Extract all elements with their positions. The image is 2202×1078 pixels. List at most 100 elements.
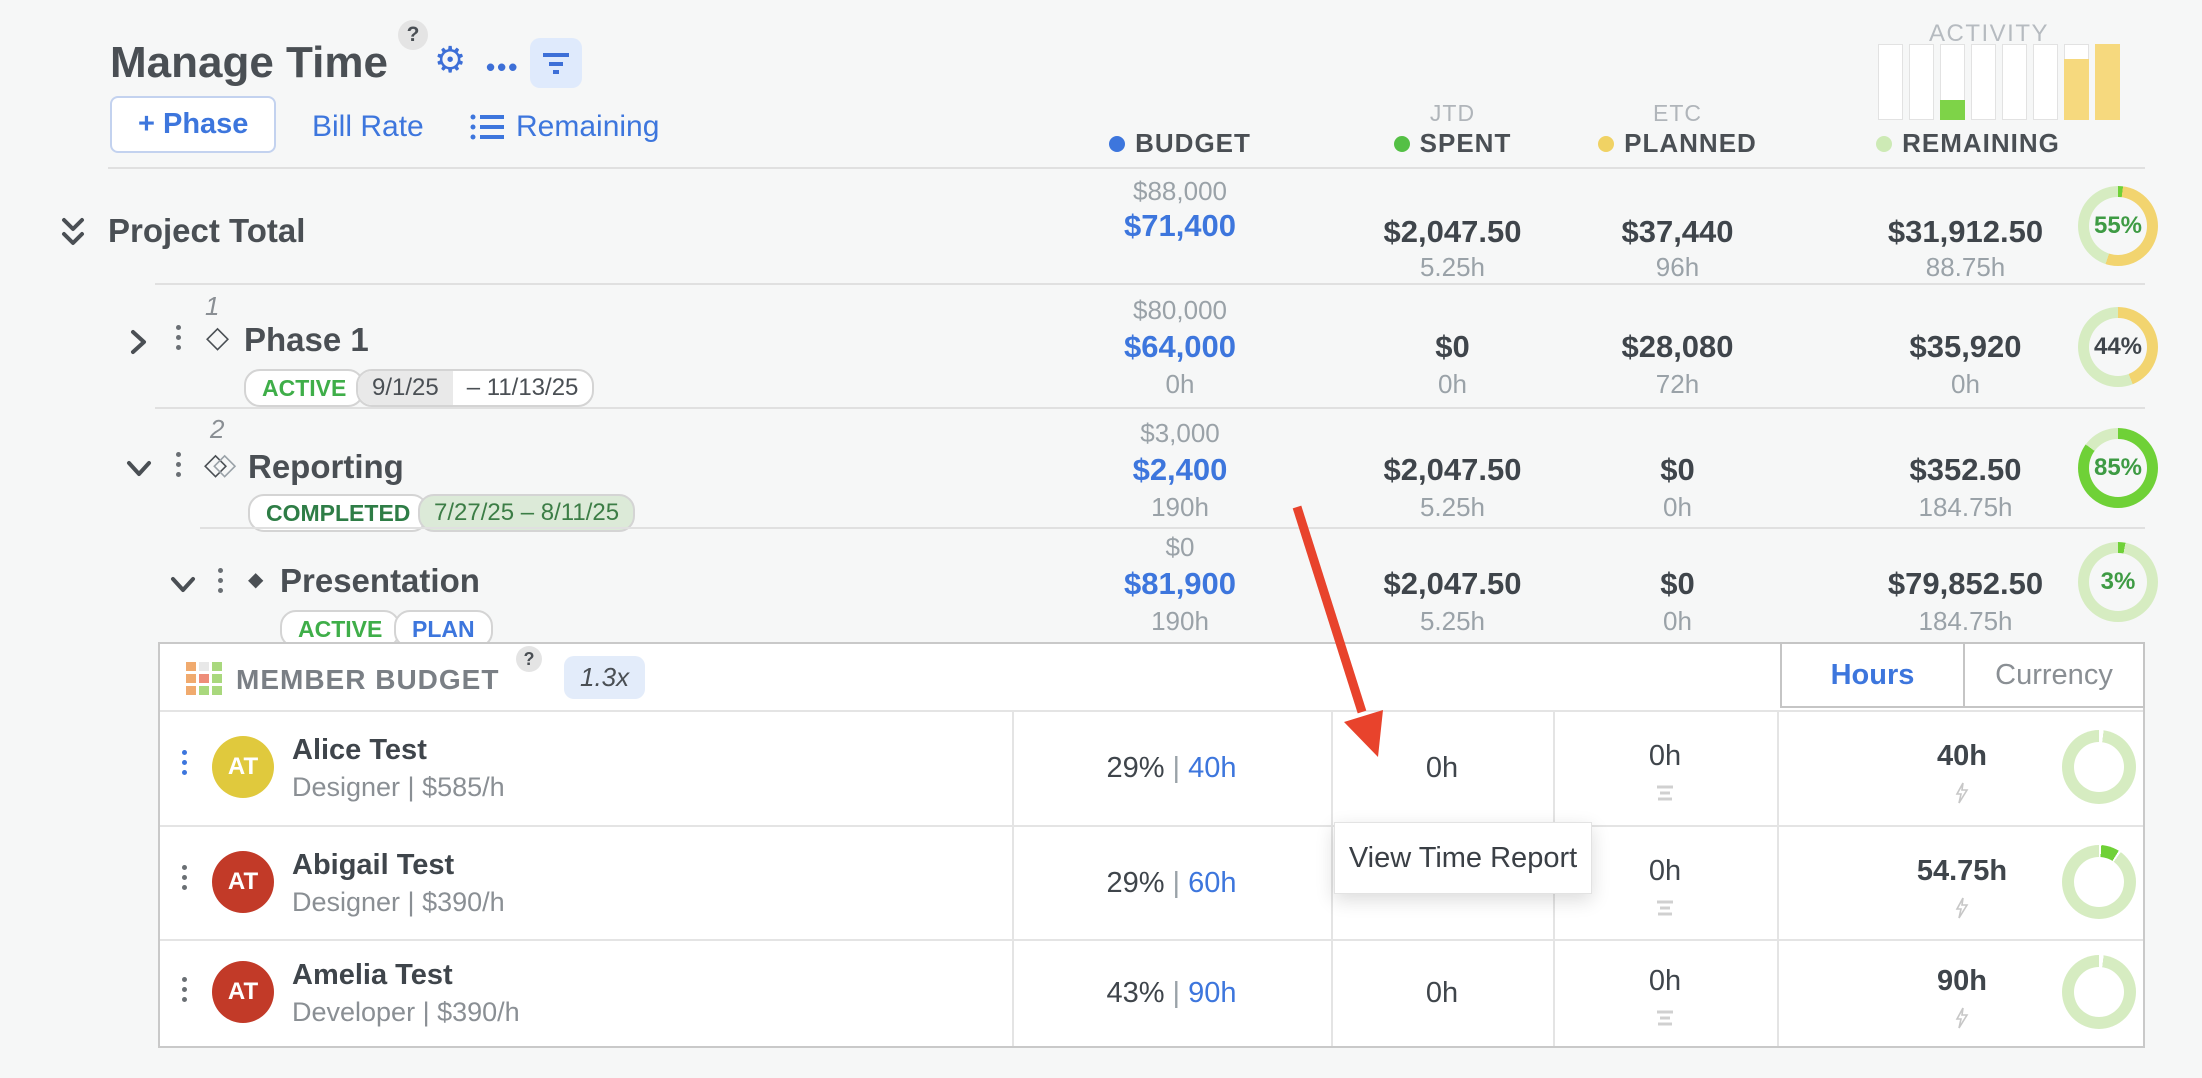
divider [155, 283, 2145, 285]
remaining-donut [2062, 845, 2136, 919]
project-total-label: Project Total [108, 212, 306, 249]
phase-menu-kebab-icon[interactable] [218, 568, 223, 593]
filter-button[interactable] [530, 38, 582, 88]
member-menu-kebab-icon[interactable] [182, 865, 187, 890]
allocation-cell: 29% | 60h [1106, 867, 1237, 899]
phase-number: 2 [210, 414, 225, 444]
toggle-currency[interactable]: Currency [1963, 642, 2145, 708]
settings-gear-icon[interactable]: ⚙ [434, 39, 467, 80]
spent-value: $2,047.50 [1383, 214, 1522, 249]
status-badge-completed[interactable]: COMPLETED [248, 494, 429, 532]
member-row: AT Abigail Test Designer | $390/h 29% | 60… [160, 825, 2145, 939]
project-total-row: Project Total $88,000 $71,400 $2,047.50 … [0, 170, 2202, 282]
member-row: AT Amelia Test Developer | $390/h 43% | 90… [160, 939, 2145, 1048]
remaining-label: Remaining [516, 110, 660, 143]
remaining-toggle[interactable]: Remaining [470, 110, 659, 144]
expand-chevron-right-icon[interactable] [126, 329, 150, 360]
spent-hours: 5.25h [1419, 492, 1486, 522]
spent-cell[interactable]: 0h [1425, 977, 1459, 1009]
date-start[interactable]: 9/1/25 [358, 371, 453, 405]
budget-value[interactable]: $81,900 [1123, 566, 1237, 601]
remaining-dot-icon [1876, 135, 1893, 152]
collapse-chevron-down-icon[interactable] [126, 456, 152, 485]
status-badge-active[interactable]: ACTIVE [244, 369, 365, 407]
phase-menu-kebab-icon[interactable] [176, 325, 181, 350]
member-menu-kebab-icon[interactable] [182, 977, 187, 1002]
view-time-report-tooltip[interactable]: View Time Report [1334, 822, 1592, 894]
member-menu-kebab-icon[interactable] [182, 750, 187, 775]
help-icon[interactable]: ? [398, 20, 428, 50]
progress-donut: 55% [2078, 186, 2158, 266]
spent-cell[interactable]: 0h [1425, 752, 1459, 784]
avatar: AT [212, 961, 274, 1023]
date-range-chip[interactable]: 9/1/25 – 11/13/25 [356, 369, 595, 407]
budget-total-value: $0 [1165, 532, 1195, 562]
planned-hours: 72h [1655, 369, 1700, 399]
activity-bar [2002, 44, 2027, 120]
remaining-value: $31,912.50 [1887, 214, 2044, 249]
phase-menu-kebab-icon[interactable] [176, 452, 181, 477]
phase-row-phase1: 1 ◇ Phase 1 ACTIVE 9/1/25 – 11/13/25 $80… [0, 285, 2202, 407]
planned-hours: 0h [1663, 492, 1692, 522]
divider [108, 167, 2145, 169]
spent-value: $2,047.50 [1383, 566, 1522, 601]
remaining-hours: 184.75h [1918, 606, 2013, 636]
allocation-hours-link[interactable]: 90h [1188, 977, 1237, 1009]
divider [160, 939, 2143, 941]
remaining-hours: 0h [1951, 369, 1980, 399]
budget-value[interactable]: $71,400 [1123, 208, 1237, 243]
date-range-chip[interactable]: 7/27/25 – 8/11/25 [418, 494, 636, 532]
collapse-chevron-down-icon[interactable] [170, 572, 196, 601]
planned-cell[interactable]: 0h [1648, 855, 1682, 887]
member-name: Alice Test [292, 734, 427, 766]
help-icon[interactable]: ? [516, 646, 542, 672]
work-item-diamond-icon: ◆ [248, 569, 264, 591]
collapse-all-icon[interactable] [58, 216, 88, 255]
budget-value[interactable]: $64,000 [1123, 329, 1237, 364]
status-badge-active[interactable]: ACTIVE [280, 610, 401, 648]
avatar: AT [212, 851, 274, 913]
lightning-bolt-icon [1837, 897, 2087, 924]
remaining-value: $35,920 [1909, 329, 2022, 364]
planned-hours: 96h [1655, 252, 1700, 282]
progress-donut: 44% [2078, 307, 2158, 387]
planned-cell[interactable]: 0h [1648, 965, 1682, 997]
toggle-hours[interactable]: Hours [1780, 642, 1965, 708]
column-header-budget: BUDGET [1050, 128, 1310, 159]
spent-value: $0 [1435, 329, 1470, 364]
spent-hours: 0h [1438, 369, 1467, 399]
add-phase-button[interactable]: + Phase [110, 96, 277, 153]
phase-row-reporting: 2 ◇◇ Reporting COMPLETED 7/27/25 – 8/11/… [0, 408, 2202, 532]
spent-value: $2,047.50 [1383, 452, 1522, 487]
budget-value[interactable]: $2,400 [1132, 452, 1228, 487]
column-header-spent: SPENT [1330, 128, 1575, 159]
remaining-cell: 40h [1937, 740, 1987, 772]
remaining-donut [2062, 955, 2136, 1029]
status-badge-plan[interactable]: PLAN [394, 610, 493, 648]
planned-value: $0 [1660, 566, 1695, 601]
member-role-rate: Designer | $390/h [292, 887, 505, 917]
filter-icon [543, 53, 569, 74]
bill-rate-link[interactable]: Bill Rate [312, 110, 424, 143]
activity-bar [1971, 44, 1996, 120]
member-budget-title: MEMBER BUDGET [236, 664, 500, 695]
planned-value: $0 [1660, 452, 1695, 487]
budget-total-value: $3,000 [1140, 418, 1220, 448]
phase-row-presentation: ◆ Presentation ACTIVE PLAN $0 $81,900 19… [0, 528, 2202, 648]
allocation-cell: 43% | 90h [1106, 977, 1237, 1009]
date-end[interactable]: – 11/13/25 [466, 374, 579, 401]
member-row: AT Alice Test Designer | $585/h 29% | 40h … [160, 710, 2145, 825]
planned-cell[interactable]: 0h [1648, 740, 1682, 772]
allocation-hours-link[interactable]: 40h [1188, 752, 1237, 784]
multiplier-chip[interactable]: 1.3x [564, 656, 646, 699]
allocation-hours-link[interactable]: 60h [1188, 867, 1237, 899]
member-role-rate: Designer | $585/h [292, 772, 505, 802]
more-options-icon[interactable]: ••• [486, 52, 520, 82]
budget-total-value: $88,000 [1133, 176, 1227, 206]
planned-hours: 0h [1663, 606, 1692, 636]
budget-total-value: $80,000 [1133, 295, 1227, 325]
activity-bar [1909, 44, 1934, 120]
progress-donut: 3% [2078, 542, 2158, 622]
remaining-cell: 90h [1937, 965, 1987, 997]
planned-value: $37,440 [1621, 214, 1734, 249]
